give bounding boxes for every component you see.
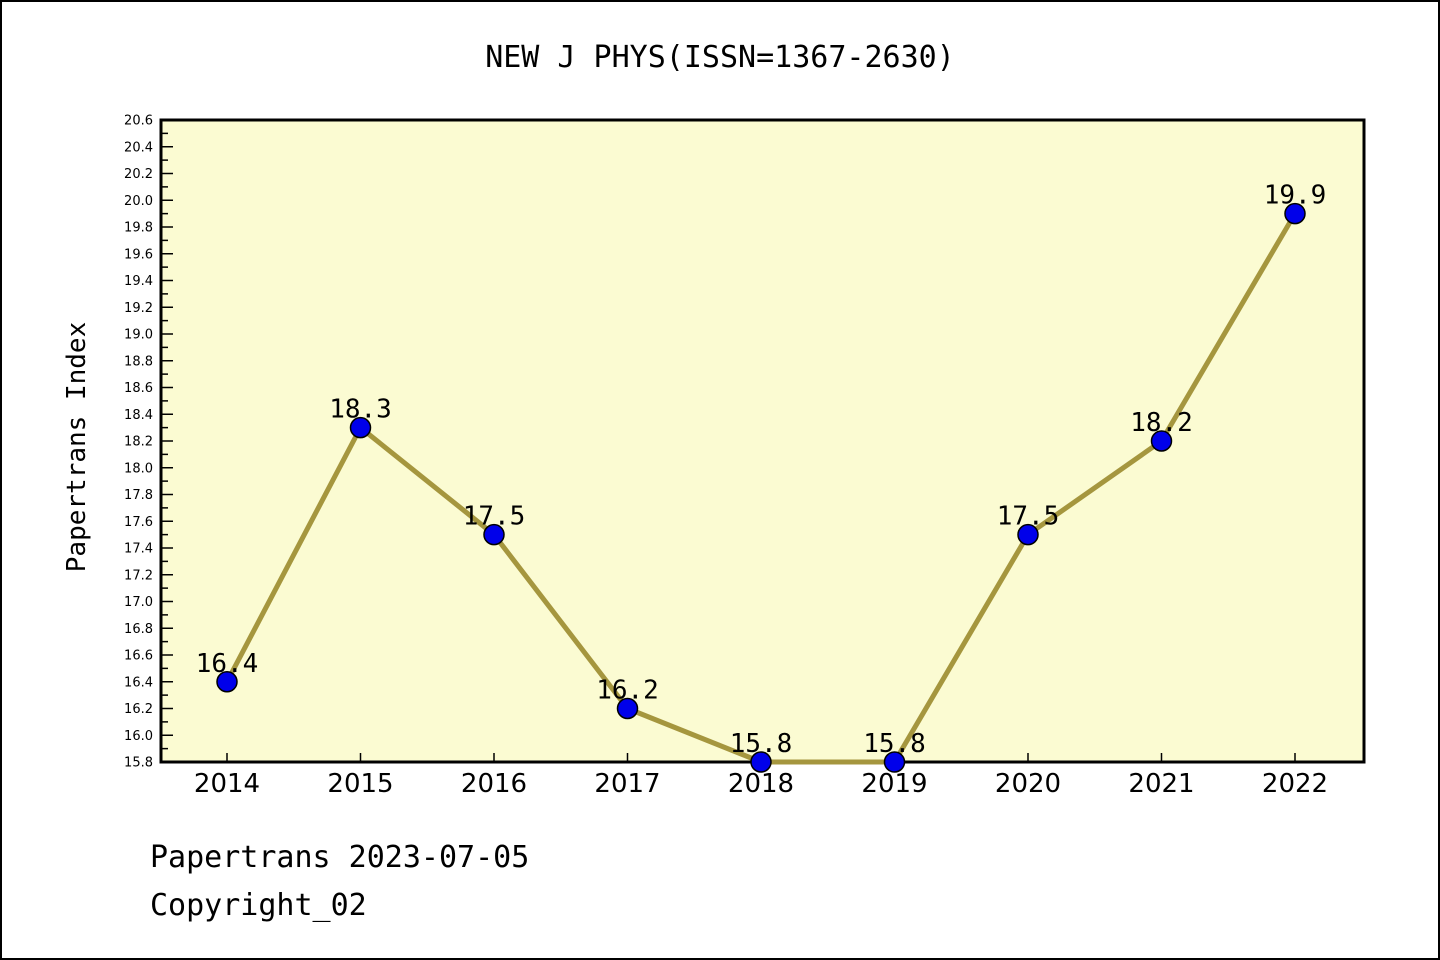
y-tick-label: 19.4 [124, 274, 153, 289]
chart-title: NEW J PHYS(ISSN=1367-2630) [485, 40, 955, 75]
y-tick-label: 16.6 [124, 649, 153, 664]
y-tick-label: 20.2 [124, 167, 153, 182]
data-point-marker [1150, 430, 1173, 452]
y-tick-label: 17.4 [124, 542, 153, 557]
x-tick-label: 2016 [461, 769, 527, 799]
data-point-marker [883, 751, 906, 773]
x-tick-label: 2021 [1128, 769, 1194, 799]
data-point-label: 16.2 [596, 676, 659, 706]
y-tick-label: 19.8 [124, 221, 153, 236]
x-tick-label: 2018 [728, 769, 794, 799]
y-tick-label: 15.8 [124, 756, 153, 771]
data-point-label: 17.5 [997, 502, 1060, 532]
y-tick-label: 20.0 [124, 194, 153, 209]
y-tick-label: 19.2 [124, 301, 153, 316]
data-point-label: 19.9 [1264, 181, 1327, 211]
footer-copyright: Copyright_02 [150, 888, 367, 923]
x-tick-label: 2019 [861, 769, 927, 799]
data-point-marker [216, 671, 238, 693]
data-point-label: 16.4 [196, 649, 259, 679]
data-point-marker [750, 751, 772, 773]
y-tick-label: 17.0 [124, 595, 153, 610]
data-point-label: 18.3 [329, 395, 392, 425]
data-point-marker [349, 416, 372, 439]
data-point-label: 15.8 [730, 729, 793, 759]
y-tick-label: 17.8 [124, 488, 153, 503]
x-tick-label: 2022 [1262, 769, 1328, 799]
data-point-label: 18.2 [1130, 408, 1193, 438]
x-tick-label: 2017 [594, 769, 660, 799]
y-tick-label: 19.0 [124, 328, 153, 343]
y-tick-label: 16.8 [124, 622, 153, 637]
x-tick-label: 2015 [327, 769, 393, 799]
y-tick-label: 18.4 [124, 408, 153, 423]
data-point-marker [483, 523, 505, 546]
x-tick-label: 2014 [194, 769, 260, 799]
data-point-label: 17.5 [463, 502, 526, 532]
y-tick-label: 18.0 [124, 461, 153, 476]
data-point-label: 15.8 [863, 729, 926, 759]
y-tick-label: 20.4 [124, 140, 153, 155]
data-point-marker [616, 697, 639, 720]
x-tick-label: 2020 [995, 769, 1061, 799]
y-tick-label: 17.2 [124, 568, 153, 583]
y-tick-label: 18.2 [124, 435, 153, 450]
y-tick-label: 20.6 [124, 114, 153, 129]
y-tick-label: 18.8 [124, 354, 153, 369]
y-tick-label: 17.6 [124, 515, 153, 530]
y-tick-label: 18.6 [124, 381, 153, 396]
y-tick-label: 16.4 [124, 675, 153, 690]
data-point-marker [1284, 202, 1306, 225]
y-tick-label: 16.0 [124, 729, 153, 744]
y-tick-label: 19.6 [124, 247, 153, 262]
y-tick-label: 16.2 [124, 702, 153, 717]
footer-source-date: Papertrans 2023-07-05 [150, 840, 530, 875]
data-point-marker [1017, 523, 1039, 546]
plot-area [159, 118, 1366, 764]
